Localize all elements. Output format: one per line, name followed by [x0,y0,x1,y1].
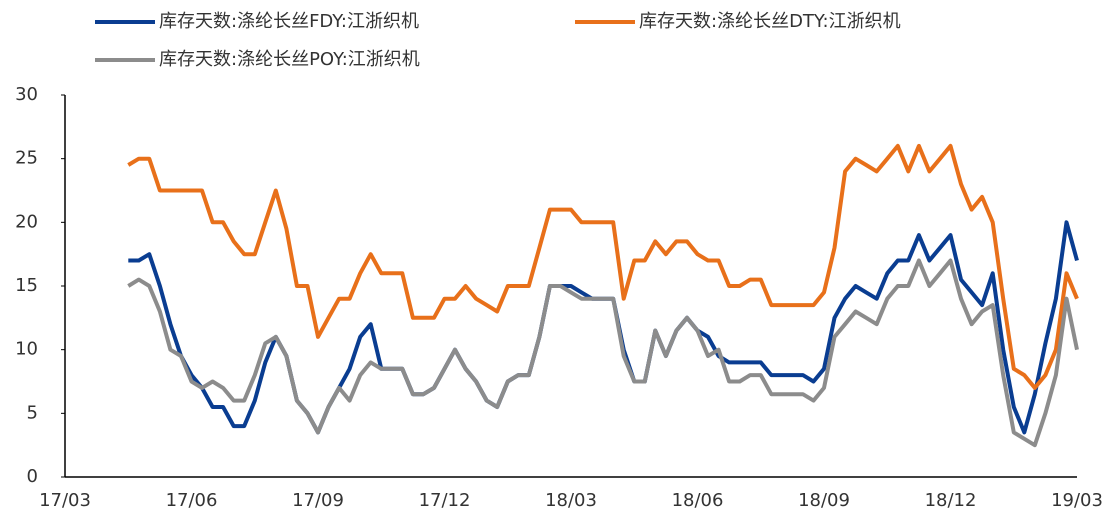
x-tick-label: 17/09 [292,490,344,511]
x-tick-label: 18/03 [545,490,597,511]
x-tick-label: 17/03 [39,490,91,511]
legend-label: 库存天数:涤纶长丝FDY:江浙织机 [159,11,419,32]
y-tick-label: 30 [15,84,38,105]
x-tick-label: 18/12 [925,490,977,511]
series-line [127,143,1079,390]
x-tick-label: 17/12 [419,490,471,511]
x-tick-label: 18/06 [672,490,724,511]
x-tick-label: 18/09 [798,490,850,511]
y-tick-label: 20 [15,211,38,232]
series-line [128,220,1079,435]
series-line [127,258,1079,448]
y-tick-label: 5 [27,402,38,423]
legend-label: 库存天数:涤纶长丝DTY:江浙织机 [639,11,901,32]
legend-label: 库存天数:涤纶长丝POY:江浙织机 [159,49,420,70]
y-tick-label: 0 [27,466,38,487]
y-tick-label: 25 [15,148,38,169]
x-tick-label: 19/03 [1051,490,1103,511]
x-tick-label: 17/06 [166,490,218,511]
y-tick-label: 10 [15,339,38,360]
y-tick-label: 15 [15,275,38,296]
